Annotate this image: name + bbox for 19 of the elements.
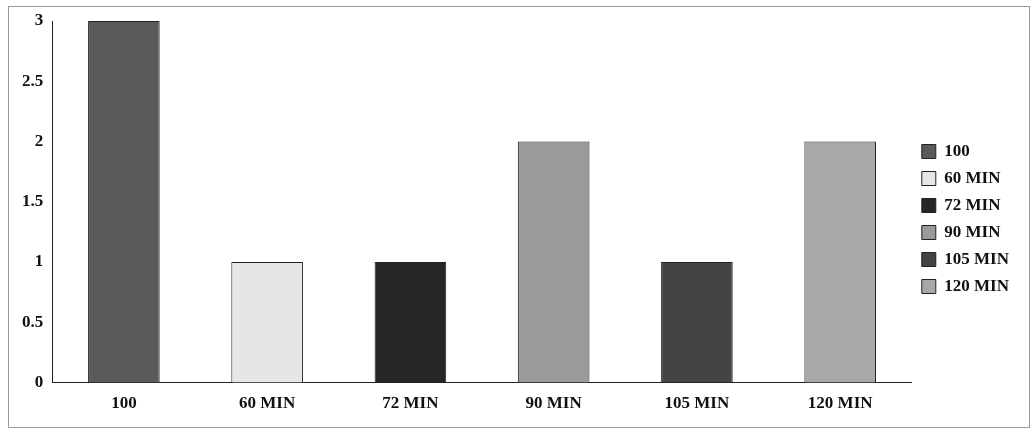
y-tick-label: 3: [34, 10, 44, 30]
legend-label: 120 MIN: [944, 275, 1010, 295]
x-tick-label: 100: [111, 393, 137, 413]
y-tick-label: 0: [34, 371, 44, 391]
x-tick-label: 120 MIN: [807, 393, 874, 413]
y-tick-label: 1: [34, 251, 44, 271]
y-tick-label: 1.5: [22, 191, 44, 211]
x-tick-label: 105 MIN: [664, 393, 730, 413]
legend-label: 60 MIN: [944, 167, 1002, 187]
y-tick-label: 2.5: [22, 70, 44, 90]
y-tick-label: 0.5: [22, 311, 44, 331]
x-tick-label: 60 MIN: [239, 393, 296, 413]
y-tick-label: 2: [34, 130, 44, 150]
x-tick-label: 72 MIN: [382, 393, 440, 413]
legend-label: 100: [944, 140, 970, 160]
x-tick-label: 90 MIN: [525, 393, 583, 413]
legend-label: 90 MIN: [944, 221, 1002, 241]
legend-label: 105 MIN: [944, 248, 1010, 268]
legend-label: 72 MIN: [944, 194, 1002, 214]
